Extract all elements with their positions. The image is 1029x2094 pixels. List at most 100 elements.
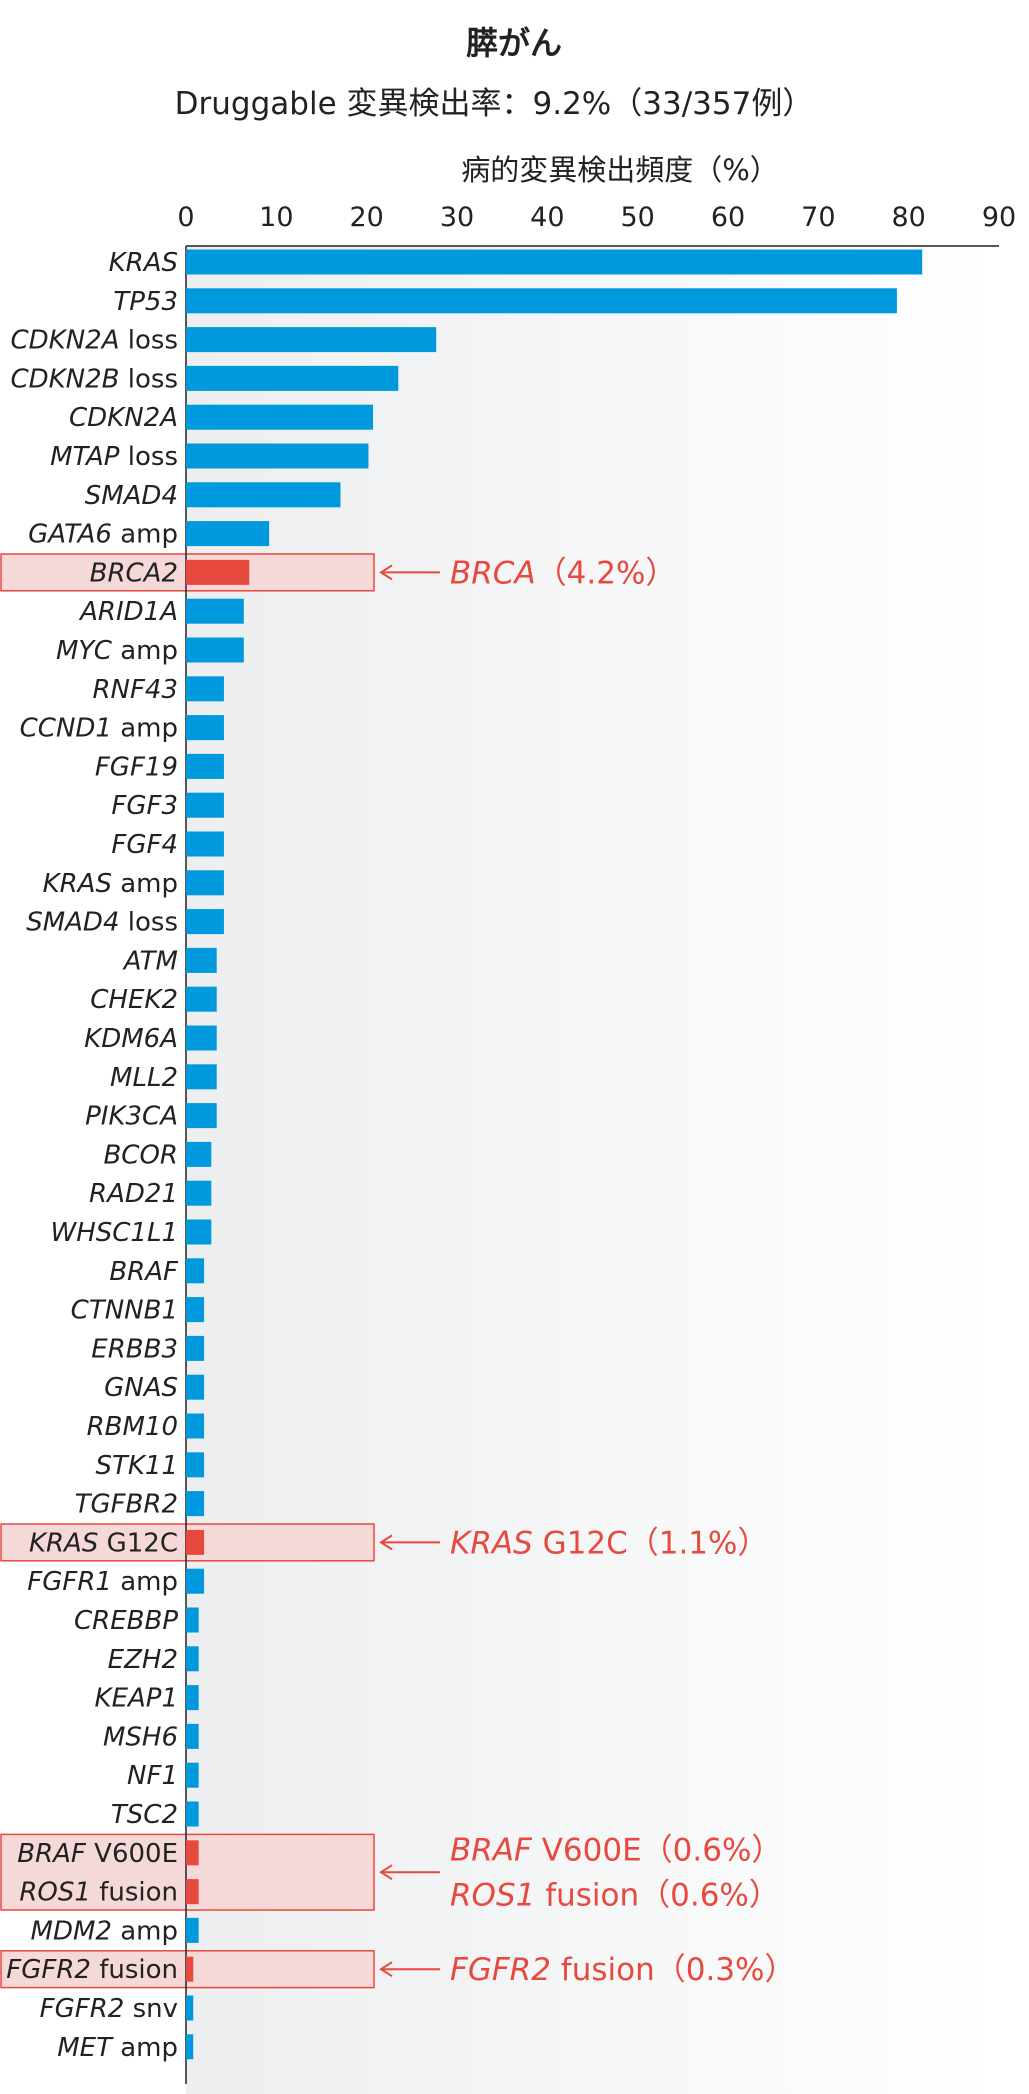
annotation-gene: FGFR2	[450, 1952, 551, 1988]
gene-name: SMAD4	[85, 481, 178, 511]
bar	[186, 404, 373, 430]
gene-name: GNAS	[104, 1373, 178, 1403]
alteration-type: G12C	[98, 1528, 178, 1558]
bar	[186, 288, 897, 314]
alteration-type: fusion	[91, 1878, 178, 1908]
annotation-text: ROS1 fusion（0.6%）	[450, 1878, 780, 1914]
bar	[186, 1452, 205, 1478]
gene-name: NF1	[127, 1761, 178, 1791]
category-label: FGF4	[111, 830, 178, 860]
category-label: CHEK2	[90, 985, 178, 1015]
category-label: MLL2	[110, 1063, 178, 1093]
annotation-gene: KRAS	[450, 1525, 533, 1561]
category-label: CTNNB1	[71, 1296, 178, 1326]
category-label: KRAS amp	[43, 869, 178, 899]
category-label: NF1	[127, 1761, 178, 1791]
bar	[186, 909, 224, 935]
bar	[186, 715, 224, 741]
gene-name: CDKN2A	[10, 326, 119, 356]
x-tick-label: 30	[440, 202, 474, 233]
gene-name: MYC	[56, 636, 113, 666]
alteration-type: amp	[112, 2033, 178, 2063]
category-label: BRCA2	[90, 558, 178, 588]
annotation-detail: （4.2%）	[536, 555, 677, 591]
plot-background	[186, 246, 999, 2094]
bar	[186, 521, 270, 547]
gene-name: ROS1	[19, 1878, 91, 1908]
gene-name: FGF3	[111, 791, 178, 821]
bar	[186, 1064, 217, 1090]
bar	[186, 365, 399, 391]
alteration-type: loss	[120, 908, 179, 938]
x-tick-label: 80	[891, 202, 925, 233]
gene-name: KEAP1	[95, 1684, 178, 1714]
bar	[186, 249, 923, 275]
gene-name: RBM10	[87, 1412, 178, 1442]
category-label: BRAF	[109, 1257, 179, 1287]
bar	[186, 443, 369, 469]
bar	[186, 1801, 199, 1827]
x-tick-label: 0	[177, 202, 194, 233]
bar-highlighted	[186, 1840, 199, 1866]
alteration-type: amp	[112, 636, 178, 666]
category-label: TSC2	[111, 1800, 178, 1830]
gene-name: KRAS	[109, 248, 178, 278]
category-label: ROS1 fusion	[19, 1878, 178, 1908]
category-label: FGFR2 fusion	[6, 1955, 178, 1985]
category-label: EZH2	[108, 1645, 178, 1675]
gene-name: FGF4	[111, 830, 178, 860]
bars	[186, 249, 923, 2060]
gene-name: FGFR2	[40, 1994, 125, 2024]
gene-name: RNF43	[92, 675, 178, 705]
alteration-type: amp	[112, 1567, 178, 1597]
category-label: FGFR1 amp	[27, 1567, 178, 1597]
gene-name: MET	[57, 2033, 114, 2063]
annotation-text: KRAS G12C（1.1%）	[450, 1525, 769, 1561]
category-label: CDKN2B loss	[10, 364, 178, 394]
gene-name: BRCA2	[90, 558, 178, 588]
bar	[186, 753, 224, 779]
category-label: MTAP loss	[50, 442, 178, 472]
gene-name: TP53	[113, 287, 178, 317]
category-label: FGF3	[111, 791, 178, 821]
gene-name: EZH2	[108, 1645, 178, 1675]
bar	[186, 1491, 205, 1517]
category-label: MYC amp	[56, 636, 178, 666]
annotation-arrow-head	[379, 1534, 393, 1551]
gene-name: CREBBP	[74, 1606, 178, 1636]
bar	[186, 2034, 194, 2060]
bar	[186, 1995, 194, 2021]
bar	[186, 1568, 205, 1594]
annotation-arrow-head	[379, 1864, 393, 1881]
annotation-detail: V600E（0.6%）	[532, 1833, 783, 1869]
x-axis-label: 病的変異検出頻度（%）	[461, 153, 779, 187]
alteration-type: amp	[112, 520, 178, 550]
bar	[186, 986, 217, 1012]
x-tick-label: 70	[801, 202, 835, 233]
gene-name: ARID1A	[78, 597, 178, 627]
category-label: TGFBR2	[75, 1490, 178, 1520]
gene-name: MTAP	[50, 442, 120, 472]
category-label: PIK3CA	[85, 1102, 178, 1132]
category-label: GNAS	[104, 1373, 178, 1403]
bar	[186, 482, 341, 508]
gene-name: FGF19	[95, 752, 178, 782]
bar	[186, 598, 244, 624]
category-label: BRAF V600E	[17, 1839, 178, 1869]
category-label: KRAS	[109, 248, 178, 278]
gene-name: STK11	[95, 1451, 178, 1481]
bar	[186, 792, 224, 818]
gene-name: CDKN2A	[69, 403, 178, 433]
x-tick-label: 10	[259, 202, 293, 233]
gene-name: MSH6	[103, 1722, 178, 1752]
annotation-text: FGFR2 fusion（0.3%）	[450, 1952, 796, 1988]
category-label: RAD21	[89, 1179, 178, 1209]
category-label: CDKN2A	[69, 403, 178, 433]
bar	[186, 1335, 205, 1361]
alteration-type: loss	[120, 364, 179, 394]
gene-name: ATM	[122, 946, 178, 976]
category-label: ATM	[122, 946, 178, 976]
alteration-type: snv	[124, 1994, 178, 2024]
gene-name: RAD21	[89, 1179, 178, 1209]
bar	[186, 1103, 217, 1129]
